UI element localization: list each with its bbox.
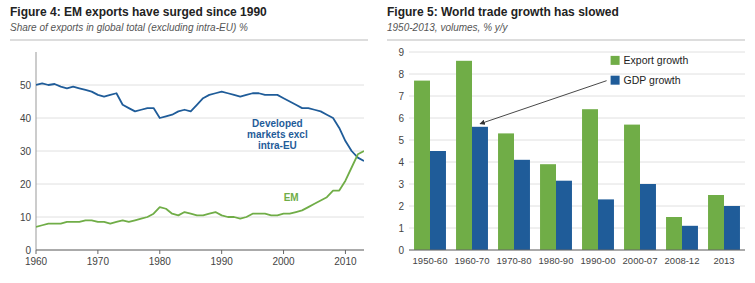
series-label: GDP growth	[624, 74, 681, 86]
chart-panel: Figure 5: World trade growth has slowed 1…	[387, 5, 745, 266]
bar	[514, 160, 530, 250]
x-tick-label: 2010	[334, 256, 357, 267]
y-tick-label: 10	[20, 212, 32, 223]
x-tick-label: 2008-12	[665, 255, 700, 266]
series-line	[36, 151, 364, 227]
x-tick-label: 1980-90	[539, 255, 574, 266]
series-label-line: intra-EU	[258, 140, 297, 151]
y-tick-label: 20	[20, 179, 32, 190]
bar	[556, 181, 572, 250]
y-tick-label: 7	[398, 91, 404, 102]
x-axis-line	[36, 250, 364, 251]
x-tick	[97, 250, 98, 254]
grid-line	[36, 85, 364, 86]
chart-title: Figure 4: EM exports have surged since 1…	[10, 5, 267, 19]
x-tick-label: 1970-80	[497, 255, 532, 266]
y-tick-label: 0	[25, 245, 31, 256]
x-tick-label: 2000-07	[623, 255, 658, 266]
y-tick-label: 0	[398, 245, 404, 256]
y-tick-label: 1	[398, 223, 404, 234]
bar	[666, 217, 682, 250]
x-tick-label: 1980	[149, 256, 172, 267]
figure: Figure 4: EM exports have surged since 1…	[0, 0, 755, 283]
chart-subtitle: Share of exports in global total (exclud…	[10, 22, 248, 33]
y-tick-label: 8	[398, 69, 404, 80]
x-tick-label: 2000	[272, 256, 295, 267]
chart-panel: Figure 4: EM exports have surged since 1…	[10, 5, 368, 267]
chart-title: Figure 5: World trade growth has slowed	[387, 5, 619, 19]
grid-line	[36, 184, 364, 185]
grid-line	[409, 52, 745, 53]
grid-line	[36, 118, 364, 119]
x-tick-label: 1960-70	[455, 255, 490, 266]
x-tick-label: 1950-60	[413, 255, 448, 266]
bar	[498, 133, 514, 250]
label-swatch	[611, 76, 620, 85]
bar	[598, 199, 614, 250]
bar	[624, 125, 640, 250]
x-tick	[345, 250, 346, 254]
grid-line	[36, 151, 364, 152]
y-tick-label: 40	[20, 113, 32, 124]
divider	[387, 40, 745, 41]
bar	[582, 109, 598, 250]
lines	[36, 83, 364, 227]
bar	[472, 127, 488, 250]
y-tick-label: 4	[398, 157, 404, 168]
x-tick-label: 1990-00	[581, 255, 616, 266]
y-tick-label: 3	[398, 179, 404, 190]
x-tick-label: 1960	[25, 256, 48, 267]
bar	[640, 184, 656, 250]
series-line	[36, 83, 364, 161]
bar	[414, 81, 430, 250]
bar	[430, 151, 446, 250]
x-tick	[159, 250, 160, 254]
x-tick-label: 2013	[713, 255, 734, 266]
label-swatch	[611, 56, 620, 65]
grid-line	[36, 250, 364, 251]
y-tick-label: 5	[398, 135, 404, 146]
x-tick	[221, 250, 222, 254]
y-tick-label: 30	[20, 146, 32, 157]
series-label-line: markets excl	[247, 129, 308, 140]
bar	[540, 164, 556, 250]
series-label: Export growth	[624, 54, 689, 66]
y-tick-label: 2	[398, 201, 404, 212]
bar	[456, 61, 472, 250]
y-axis-line	[36, 52, 37, 250]
bar	[682, 226, 698, 250]
divider	[10, 40, 368, 41]
x-tick-label: 1970	[87, 256, 110, 267]
x-tick	[283, 250, 284, 254]
y-tick-label: 6	[398, 113, 404, 124]
y-tick-label: 9	[398, 47, 404, 58]
bars	[414, 61, 740, 250]
x-tick-label: 1990	[211, 256, 234, 267]
series-label: EM	[284, 192, 299, 203]
bar	[708, 195, 724, 250]
x-axis-line	[409, 250, 745, 251]
x-tick	[36, 250, 37, 254]
series-label-line: EM	[284, 192, 299, 203]
grid-line	[36, 217, 364, 218]
bar	[724, 206, 740, 250]
annotation-arrow	[480, 81, 607, 124]
series-label: Developedmarkets exclintra-EU	[247, 118, 308, 151]
chart-subtitle: 1950-2013, volumes, % y/y	[387, 22, 509, 33]
y-tick-label: 50	[20, 80, 32, 91]
grid-line	[409, 250, 745, 251]
series-label-line: Developed	[252, 118, 303, 129]
